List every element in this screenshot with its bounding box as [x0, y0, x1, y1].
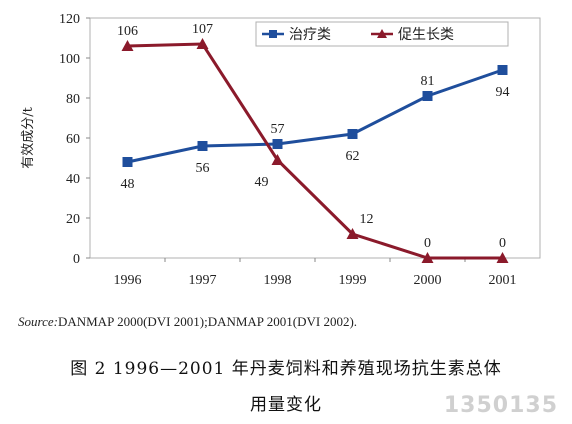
data-point-treatment — [422, 91, 433, 101]
x-tick-label: 1999 — [339, 273, 367, 288]
data-label-treatment: 62 — [346, 149, 360, 164]
data-point-treatment — [122, 157, 133, 167]
x-tick-label: 2000 — [414, 273, 442, 288]
series-line-growth — [127, 42, 503, 260]
chart-legend: 治疗类 促生长类 — [255, 21, 509, 47]
x-tick-label: 1997 — [189, 273, 217, 288]
legend-label-growth: 促生长类 — [398, 27, 454, 43]
y-tick-label: 120 — [59, 12, 80, 27]
data-label-treatment: 94 — [496, 85, 510, 100]
data-label-growth: 107 — [192, 22, 213, 37]
series-line-treatment — [127, 68, 503, 164]
y-tick-label: 40 — [66, 172, 80, 187]
chart-data-labels: 48 56 57 62 81 94 106 107 49 12 0 0 — [117, 22, 510, 251]
data-label-treatment: 56 — [196, 161, 210, 176]
x-tick-label: 1996 — [114, 273, 142, 288]
source-text: DANMAP 2000(DVI 2001);DANMAP 2001(DVI 20… — [57, 314, 358, 329]
legend-label-treatment: 治疗类 — [289, 27, 331, 43]
watermark-logo: 1350135 — [443, 393, 558, 418]
data-label-growth: 12 — [360, 212, 374, 227]
data-label-treatment: 81 — [421, 74, 435, 89]
data-point-growth — [421, 252, 434, 263]
data-point-growth — [271, 154, 284, 165]
legend-marker-growth — [377, 29, 387, 38]
y-tick-label: 80 — [66, 92, 80, 107]
y-tick-label: 0 — [73, 252, 80, 267]
data-label-growth: 106 — [117, 24, 138, 39]
source-key: Source: — [18, 314, 58, 329]
x-tick-label: 2001 — [489, 273, 517, 288]
data-point-growth — [346, 228, 359, 239]
y-tick-label: 20 — [66, 212, 80, 227]
y-axis-label: 有效成分/t — [21, 106, 36, 168]
figure-caption-line1: 图 2 1996—2001 年丹麦饲料和养殖现场抗生素总体 — [70, 359, 502, 379]
data-point-treatment — [197, 141, 208, 151]
y-tick-label: 100 — [59, 52, 80, 67]
source-note: Source:DANMAP 2000(DVI 2001);DANMAP 2001… — [18, 314, 357, 330]
data-label-treatment: 57 — [271, 122, 285, 137]
data-point-treatment — [497, 65, 508, 75]
data-point-growth — [496, 252, 509, 263]
y-tick-label: 60 — [66, 132, 80, 147]
x-tick-label: 1998 — [264, 273, 292, 288]
data-point-growth — [121, 40, 134, 51]
data-label-growth: 0 — [424, 236, 431, 251]
chart-series — [121, 38, 509, 263]
data-point-treatment — [272, 139, 283, 149]
data-point-treatment — [347, 129, 358, 139]
data-label-growth: 49 — [255, 175, 269, 190]
data-label-treatment: 48 — [121, 177, 135, 192]
data-label-growth: 0 — [499, 236, 506, 251]
data-point-growth — [196, 38, 209, 49]
legend-marker-treatment — [269, 30, 277, 38]
figure-caption-line2: 用量变化 — [250, 395, 322, 415]
